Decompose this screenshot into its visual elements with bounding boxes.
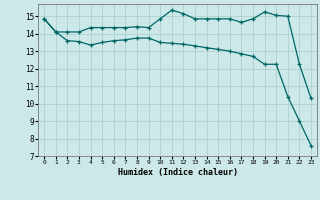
X-axis label: Humidex (Indice chaleur): Humidex (Indice chaleur): [118, 168, 238, 177]
